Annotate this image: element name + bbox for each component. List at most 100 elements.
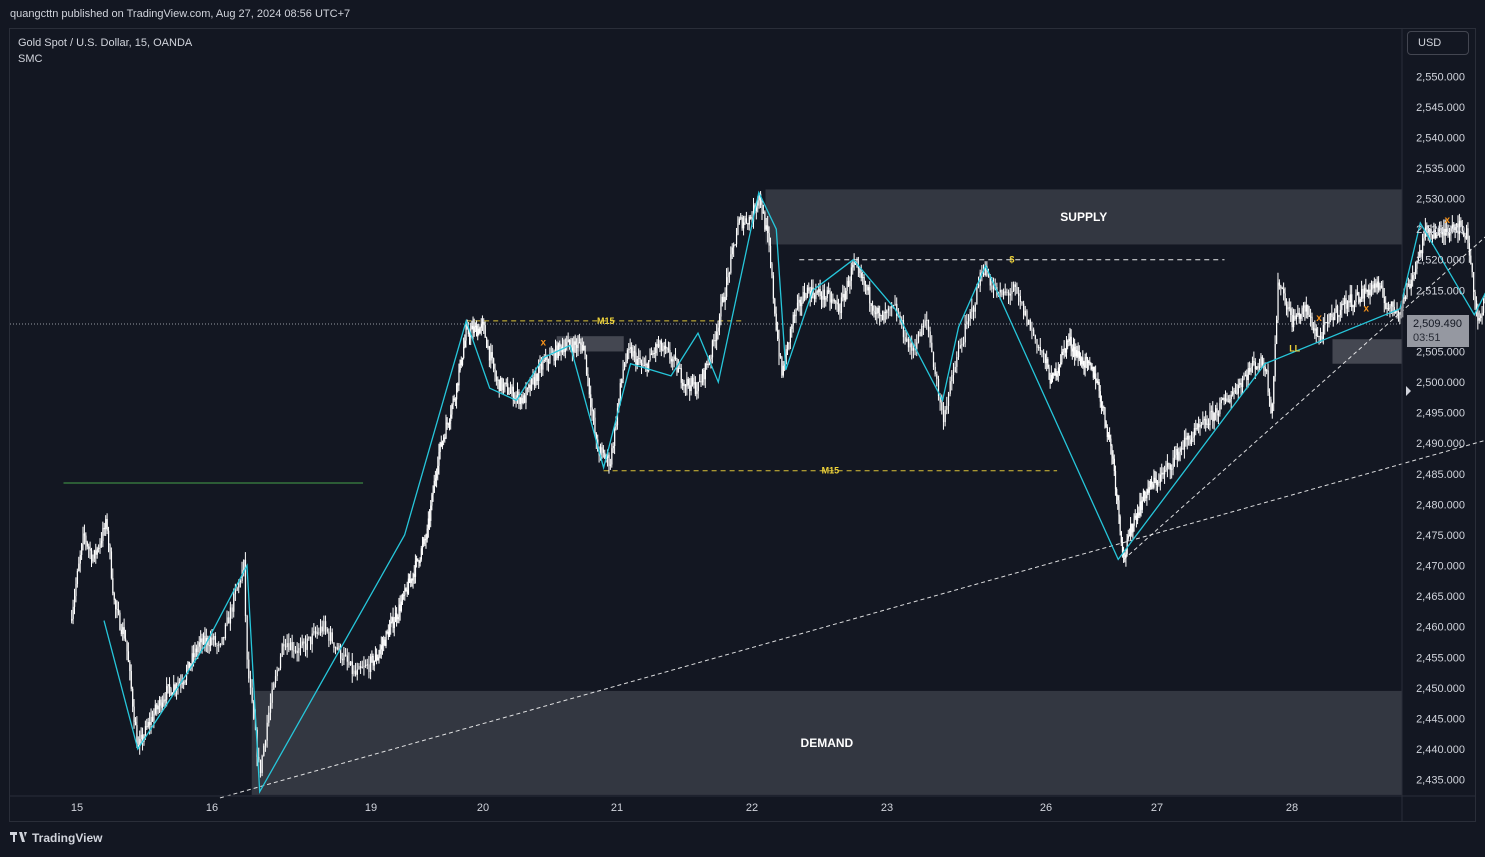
candle-body xyxy=(1213,412,1215,422)
candle-body xyxy=(304,643,307,650)
candle-body xyxy=(423,538,425,545)
candle-body xyxy=(1251,360,1254,367)
candle-body xyxy=(1139,501,1141,516)
candle-body xyxy=(571,347,574,353)
candle-body xyxy=(1419,250,1421,258)
candle-body xyxy=(1188,435,1190,440)
candle-body xyxy=(1273,376,1275,404)
candle-body xyxy=(467,326,470,335)
candle-body xyxy=(296,650,298,654)
candle-body xyxy=(1225,398,1227,402)
candle-body xyxy=(116,609,118,611)
candle-body xyxy=(1128,535,1131,537)
candle-body xyxy=(146,726,148,728)
candle-body xyxy=(934,366,936,375)
candle-body xyxy=(646,363,648,372)
candle-body xyxy=(1077,351,1079,357)
candle-body xyxy=(120,629,122,635)
candle-body xyxy=(1133,518,1135,526)
candle-body xyxy=(1319,336,1322,338)
candle-body xyxy=(993,286,995,290)
candle-body xyxy=(1132,525,1134,533)
candle-body xyxy=(1378,281,1380,290)
candle-body xyxy=(144,726,147,737)
candle-body xyxy=(420,548,422,560)
candle-body xyxy=(1205,418,1207,425)
symbol-legend: Gold Spot / U.S. Dollar, 15, OANDA SMC xyxy=(18,35,192,67)
candle-body xyxy=(1072,346,1075,352)
candle-body xyxy=(1186,435,1188,440)
candle-body xyxy=(635,352,637,366)
candle-body xyxy=(677,368,680,373)
candle-body xyxy=(1222,397,1224,400)
candle-body xyxy=(1355,294,1357,302)
candle-body xyxy=(607,454,609,458)
candle-body xyxy=(845,290,847,301)
candle-body xyxy=(1158,481,1160,483)
candle-body xyxy=(1314,328,1316,331)
candle-body xyxy=(1243,376,1245,380)
x-tick-label: 22 xyxy=(746,802,758,814)
candle-body xyxy=(1288,307,1290,309)
candle-body xyxy=(441,441,444,447)
candle-body xyxy=(751,218,753,222)
candle-body xyxy=(1124,555,1126,558)
candle-body xyxy=(1014,284,1016,287)
candle-body xyxy=(1280,285,1282,289)
candle-body xyxy=(679,368,681,370)
candle-body xyxy=(954,366,956,373)
candle-body xyxy=(1192,436,1194,438)
candle-body xyxy=(860,273,862,278)
candle-body xyxy=(274,676,277,684)
tradingview-footer[interactable]: TradingView xyxy=(10,831,102,845)
candle-body xyxy=(1244,374,1247,377)
candle-body xyxy=(1075,349,1077,357)
candle-body xyxy=(836,302,838,305)
candle-body xyxy=(826,290,828,299)
candle-body xyxy=(411,578,413,581)
candle-body xyxy=(109,544,111,552)
candle-body xyxy=(166,686,168,700)
candle-body xyxy=(774,298,776,314)
candle-body xyxy=(1443,228,1445,236)
candle-body xyxy=(687,378,689,386)
candle-body xyxy=(119,612,121,630)
candle-body xyxy=(889,306,891,309)
candle-body xyxy=(852,264,854,268)
candle-body xyxy=(1210,410,1213,412)
candle-body xyxy=(486,337,488,348)
candle-body xyxy=(874,312,877,315)
candle-body xyxy=(518,391,520,405)
candle-body xyxy=(466,326,468,329)
candle-body xyxy=(115,599,117,610)
candle-body xyxy=(641,363,643,366)
tradingview-logo-icon xyxy=(10,831,28,845)
candle-body xyxy=(778,338,780,357)
candle-body xyxy=(167,684,169,687)
candle-body xyxy=(517,391,519,396)
candle-body xyxy=(356,669,358,675)
candle-body xyxy=(202,635,205,645)
symbol-title[interactable]: Gold Spot / U.S. Dollar, 15, OANDA xyxy=(18,37,193,49)
candle-body xyxy=(328,631,330,641)
candle-body xyxy=(1342,303,1344,305)
candle-body xyxy=(1123,552,1125,556)
levels-layer: M15 M15 $ xyxy=(10,255,1402,484)
candle-body xyxy=(653,352,655,354)
candle-body xyxy=(849,280,851,287)
candle-body xyxy=(294,650,297,652)
candle-body xyxy=(818,289,820,293)
candle-body xyxy=(1209,411,1211,426)
candle-body xyxy=(490,352,492,361)
candle-body xyxy=(1311,316,1313,329)
candle-body xyxy=(828,290,830,293)
x-tick-label: 26 xyxy=(1040,802,1052,814)
candle-body xyxy=(672,359,674,362)
indicator-name[interactable]: SMC xyxy=(18,53,43,65)
candle-body xyxy=(535,373,537,386)
candle-body xyxy=(234,590,237,594)
candle-body xyxy=(310,636,312,645)
currency-button[interactable]: USD xyxy=(1407,31,1469,55)
candle-body xyxy=(1246,374,1248,381)
